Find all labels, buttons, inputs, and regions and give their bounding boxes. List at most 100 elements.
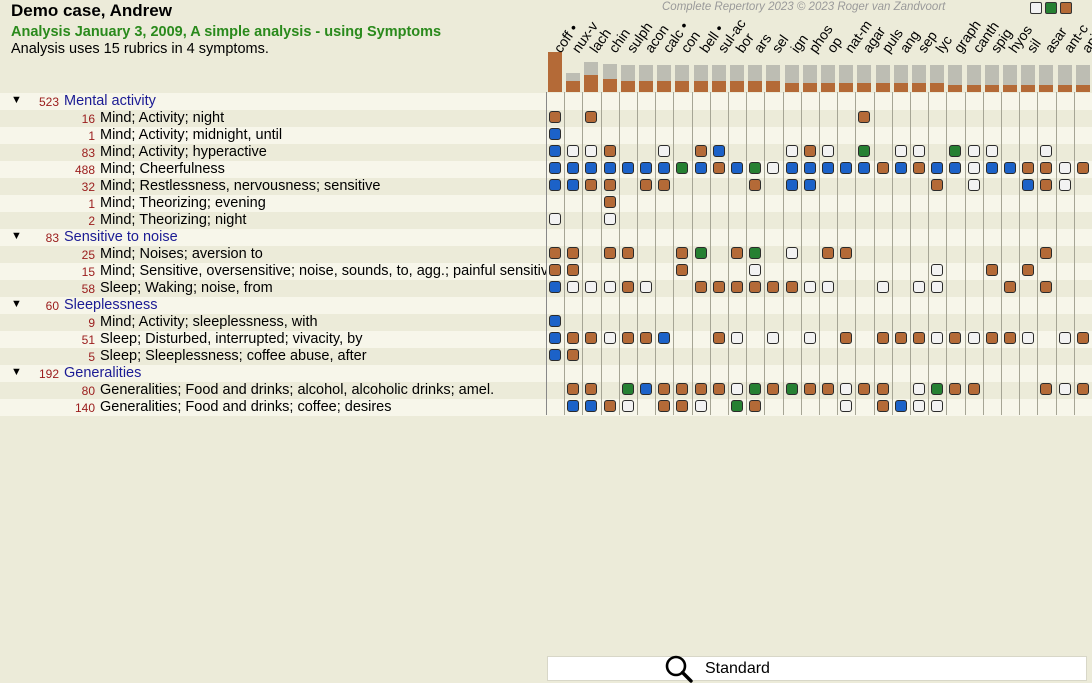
grade-green-cell[interactable] [731, 400, 743, 412]
grade-none-cell[interactable] [567, 145, 580, 157]
grade-brown-cell[interactable] [858, 383, 871, 395]
remedy-score-bar[interactable] [1021, 85, 1036, 92]
grade-brown-cell[interactable] [603, 145, 616, 157]
grade-blue-cell[interactable] [803, 162, 816, 174]
grade-brown-cell[interactable] [876, 332, 889, 344]
rubric-label[interactable]: Mind; Activity; hyperactive [100, 144, 267, 160]
grade-blue-cell[interactable] [549, 145, 561, 157]
remedy-score-bar[interactable] [948, 85, 963, 92]
grade-none-cell[interactable] [749, 264, 762, 276]
grade-brown-cell[interactable] [1040, 383, 1053, 395]
grade-brown-cell[interactable] [1076, 162, 1089, 174]
grade-none-cell[interactable] [621, 400, 634, 412]
grade-brown-cell[interactable] [676, 383, 689, 395]
grade-brown-cell[interactable] [567, 264, 580, 276]
grade-green-icon[interactable] [1045, 2, 1057, 14]
grade-brown-cell[interactable] [767, 383, 780, 395]
grade-brown-cell[interactable] [676, 247, 689, 259]
grade-green-cell[interactable] [676, 162, 689, 174]
grade-brown-cell[interactable] [858, 111, 871, 123]
grade-none-cell[interactable] [931, 264, 944, 276]
grade-brown-cell[interactable] [876, 383, 889, 395]
remedy-score-bar[interactable] [821, 83, 835, 92]
grade-green-cell[interactable] [749, 247, 762, 259]
grade-blue-cell[interactable] [658, 162, 671, 174]
grade-none-cell[interactable] [640, 281, 652, 293]
grade-brown-cell[interactable] [1040, 179, 1053, 191]
analysis-title[interactable]: Analysis January 3, 2009, A simple analy… [11, 24, 441, 40]
grade-brown-cell[interactable] [931, 179, 944, 191]
grade-none-cell[interactable] [931, 332, 944, 344]
grade-brown-cell[interactable] [676, 264, 689, 276]
grade-brown-cell[interactable] [1022, 162, 1035, 174]
grade-blue-cell[interactable] [840, 162, 853, 174]
grade-brown-cell[interactable] [767, 281, 780, 293]
grade-none-cell[interactable] [913, 145, 925, 157]
grade-brown-cell[interactable] [985, 332, 998, 344]
grade-blue-cell[interactable] [949, 162, 962, 174]
grade-green-cell[interactable] [749, 162, 762, 174]
grade-brown-cell[interactable] [1040, 162, 1053, 174]
grade-blue-cell[interactable] [585, 400, 598, 412]
grade-green-cell[interactable] [931, 383, 944, 395]
grade-green-cell[interactable] [949, 145, 962, 157]
remedy-score-bar[interactable] [730, 81, 744, 92]
remedy-score-bar[interactable] [711, 81, 726, 92]
grade-none-cell[interactable] [731, 332, 743, 344]
remedy-score-bar[interactable] [802, 83, 817, 92]
grade-blue-cell[interactable] [549, 332, 561, 344]
grade-none-cell[interactable] [913, 383, 925, 395]
grade-brown-cell[interactable] [603, 247, 616, 259]
grade-none-cell[interactable] [767, 332, 780, 344]
grade-brown-cell[interactable] [585, 179, 598, 191]
rubric-label[interactable]: Mind; Activity; midnight, until [100, 127, 283, 143]
remedy-score-bar[interactable] [675, 81, 690, 92]
remedy-score-bar[interactable] [784, 83, 799, 92]
grade-none-cell[interactable] [913, 281, 925, 293]
rubric-label[interactable]: Mind; Cheerfulness [100, 161, 225, 177]
grade-blue-cell[interactable] [803, 179, 816, 191]
search-bar[interactable]: Standard [547, 655, 1087, 683]
grade-none-cell[interactable] [1040, 145, 1053, 157]
rubric-label[interactable]: Generalities; Food and drinks; coffee; d… [100, 399, 392, 415]
grade-none-cell[interactable] [822, 281, 834, 293]
grade-brown-cell[interactable] [1040, 281, 1053, 293]
grade-brown-cell[interactable] [876, 400, 889, 412]
grade-none-cell[interactable] [913, 400, 925, 412]
remedy-score-bar[interactable] [984, 85, 999, 92]
grade-none-cell[interactable] [931, 281, 944, 293]
grade-none-cell[interactable] [803, 281, 816, 293]
grade-green-cell[interactable] [749, 383, 762, 395]
grade-brown-cell[interactable] [712, 332, 725, 344]
grade-blue-cell[interactable] [567, 162, 580, 174]
grade-blue-cell[interactable] [1004, 162, 1016, 174]
grade-brown-cell[interactable] [658, 383, 671, 395]
grade-brown-cell[interactable] [967, 383, 980, 395]
grade-brown-cell[interactable] [949, 383, 962, 395]
grade-brown-cell[interactable] [567, 383, 580, 395]
grade-none-cell[interactable] [967, 332, 980, 344]
grade-blue-cell[interactable] [585, 162, 598, 174]
grade-brown-cell[interactable] [585, 383, 598, 395]
rubric-label[interactable]: Mind; Theorizing; night [100, 212, 247, 228]
grade-blue-cell[interactable] [549, 128, 561, 140]
grade-brown-cell[interactable] [822, 383, 834, 395]
grade-blue-cell[interactable] [549, 162, 561, 174]
rubric-label[interactable]: Sleep; Disturbed, interrupted; vivacity,… [100, 331, 363, 347]
grade-brown-cell[interactable] [603, 400, 616, 412]
grade-none-icon[interactable] [1030, 2, 1042, 14]
remedy-score-bar[interactable] [1075, 85, 1090, 92]
grade-none-cell[interactable] [840, 383, 853, 395]
grade-none-cell[interactable] [1022, 332, 1035, 344]
grade-blue-cell[interactable] [894, 162, 907, 174]
grade-brown-cell[interactable] [694, 145, 707, 157]
grade-brown-cell[interactable] [749, 281, 762, 293]
grade-none-cell[interactable] [1058, 179, 1071, 191]
rubric-label[interactable]: Mind; Activity; night [100, 110, 225, 126]
remedy-score-bar[interactable] [875, 83, 890, 92]
grade-none-cell[interactable] [967, 145, 980, 157]
grade-brown-cell[interactable] [567, 349, 580, 361]
grade-blue-cell[interactable] [549, 281, 561, 293]
grade-none-cell[interactable] [1058, 383, 1071, 395]
grade-blue-cell[interactable] [694, 162, 707, 174]
